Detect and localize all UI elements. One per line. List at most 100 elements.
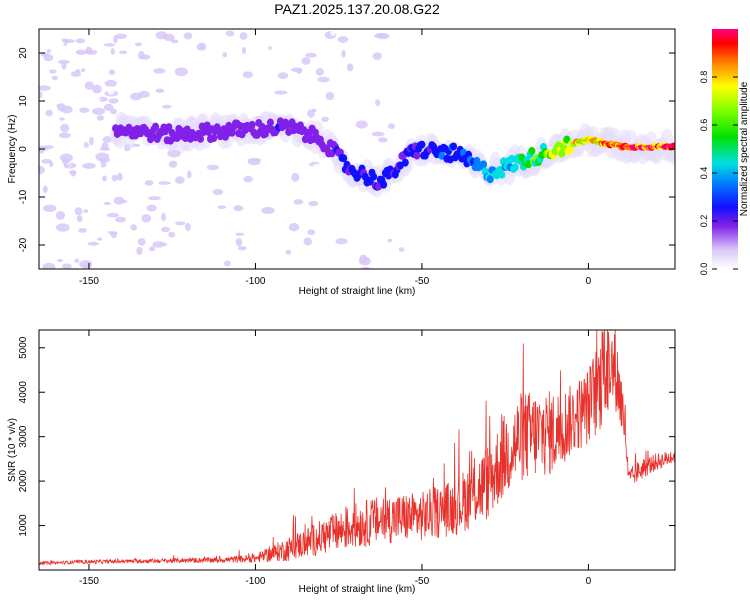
spectrogram-cell — [172, 97, 178, 105]
snr-series-line — [39, 330, 675, 567]
spectrogram-cell — [65, 182, 80, 187]
snr-y-ticks: 1000 2000 3000 4000 5000 — [18, 336, 675, 537]
spectrogram-cell — [210, 134, 218, 143]
spectrogram-cell — [281, 65, 288, 73]
colorbar-tick-label: 0.2 — [699, 215, 709, 228]
spectrogram-cell — [141, 213, 152, 223]
spectrogram-cell — [413, 151, 421, 160]
spectrogram-cell — [74, 191, 87, 197]
spectrogram-cell — [273, 90, 288, 95]
spectrogram-cell — [41, 158, 52, 164]
spectrogram-cell — [57, 258, 64, 263]
spectrogram-cell — [176, 91, 181, 100]
spectrogram-cell — [355, 120, 368, 129]
spectrogram-cell — [137, 165, 150, 172]
spectrogram-cell — [317, 76, 330, 83]
snr-x-tick-label: -100 — [245, 576, 265, 587]
spectrogram-cell — [303, 237, 313, 246]
spectrogram-cell — [345, 188, 351, 193]
spectrogram-cell — [335, 227, 344, 235]
spectrogram-cell — [361, 266, 370, 269]
spectrogram-cell — [235, 238, 243, 247]
spectrogram-cell — [57, 59, 70, 64]
spectrogram-cell — [64, 248, 75, 258]
spectrogram-cell — [161, 212, 166, 222]
spectrogram-cell — [197, 49, 211, 54]
spectrogram-cell — [330, 29, 336, 36]
spectrogram-cell — [102, 175, 107, 182]
spectrogram-cell — [111, 174, 118, 182]
spectrogram-cell — [305, 52, 317, 58]
snr-frame — [38, 329, 676, 571]
spectrogram-cell — [203, 121, 211, 130]
spectrogram-cell — [357, 201, 368, 208]
spectrogram-cell — [166, 247, 175, 257]
spectrogram-cell — [261, 206, 275, 215]
spectrogram-cell — [76, 247, 90, 252]
spectrogram-cell — [155, 31, 168, 40]
snr-x-ticks: -150 -100 -50 0 — [79, 330, 592, 587]
spectrogram-cell — [170, 52, 176, 60]
spectrogram-cell — [104, 80, 117, 87]
spectrogram-cell — [321, 116, 329, 123]
spectrogram-cell — [196, 134, 204, 143]
spectrogram-cell — [112, 56, 118, 60]
spectrogram-cells — [39, 29, 675, 269]
spectrogram-cell — [222, 52, 227, 58]
spectrogram-cell — [45, 109, 53, 117]
spectrogram-cell — [134, 42, 143, 47]
spectrogram-cell — [223, 260, 231, 267]
spectrogram-cell — [335, 238, 348, 245]
spectrogram-cell — [130, 224, 138, 231]
spectrogram-cell — [271, 178, 279, 184]
spectrogram-cell — [101, 142, 109, 151]
spectrogram-x-label: Height of straight line (km) — [299, 286, 416, 297]
spectrogram-cell — [387, 123, 395, 130]
spectrogram-cell — [285, 249, 292, 255]
spectrogram-cell — [191, 207, 203, 211]
spectrogram-cell — [372, 52, 382, 60]
spectrogram-cell — [68, 82, 77, 90]
spectrogram-cell — [307, 229, 316, 236]
spectrogram-cell — [214, 157, 219, 166]
spectrogram-cell — [206, 164, 220, 171]
spectrogram-cell — [371, 131, 385, 137]
spectrogram-cell — [266, 118, 274, 127]
spectrogram-cell — [401, 158, 409, 167]
spectrogram-cell — [39, 85, 51, 91]
spectrogram-cell — [61, 263, 72, 269]
spectrogram-cell — [304, 67, 310, 75]
spectrogram-cell — [174, 67, 188, 77]
snr-x-tick-label: 0 — [586, 576, 592, 587]
spectrogram-cell — [308, 200, 319, 207]
spectrogram-x-tick-label: 0 — [586, 276, 592, 287]
spectrogram-cell — [237, 168, 246, 175]
spectrogram-y-tick-label: -20 — [18, 237, 29, 252]
spectrogram-cell — [321, 254, 327, 263]
spectrogram-cell — [97, 237, 103, 241]
spectrogram-cell — [273, 57, 282, 67]
spectrogram-cell — [76, 215, 83, 223]
spectrogram-cell — [165, 123, 173, 132]
snr-x-tick-label: -150 — [79, 576, 99, 587]
snr-y-tick-label: 4000 — [18, 381, 29, 404]
spectrogram-cell — [153, 62, 160, 70]
spectrogram-cell — [175, 49, 184, 58]
spectrogram-cell — [55, 211, 66, 220]
spectrogram-cell — [127, 239, 141, 246]
spectrogram-cell — [102, 136, 112, 144]
spectrogram-cell — [46, 49, 52, 54]
spectrogram-cell — [122, 56, 135, 62]
spectrogram-cell — [82, 115, 94, 125]
spectrogram-cell — [212, 188, 224, 196]
spectrogram-cell — [139, 54, 151, 60]
colorbar-label: Normalized spectral amplitude — [739, 81, 750, 216]
spectrogram-cell — [233, 94, 243, 99]
spectrogram-cell — [70, 71, 82, 77]
spectrogram-cell — [239, 32, 248, 40]
spectrogram-cell — [75, 38, 86, 44]
spectrogram-cell — [97, 231, 110, 239]
spectrogram-cell — [83, 142, 89, 149]
spectrogram-cell — [39, 165, 46, 175]
spectrogram-cell — [272, 229, 283, 236]
